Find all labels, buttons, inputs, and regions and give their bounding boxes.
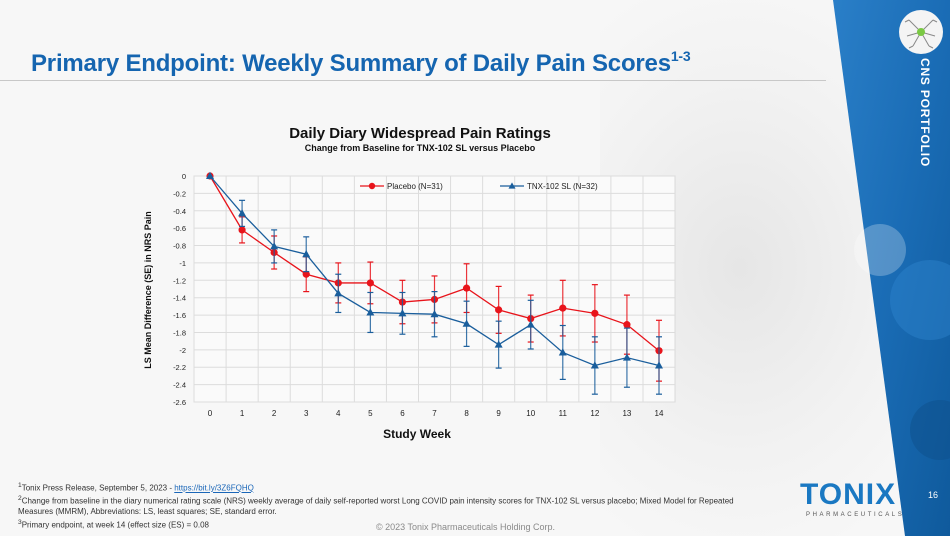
legend-label: Placebo (N=31)	[387, 182, 443, 191]
x-tick-label: 5	[368, 409, 373, 418]
legend: Placebo (N=31) TNX-102 SL (N=32)	[360, 182, 598, 191]
side-label: CNS PORTFOLIO	[918, 58, 932, 168]
x-tick-label: 7	[432, 409, 437, 418]
y-tick-label: -0.6	[173, 224, 186, 233]
footnote-1: 1Tonix Press Release, September 5, 2023 …	[18, 481, 758, 494]
data-point	[559, 304, 567, 312]
y-tick-label: -0.4	[173, 207, 186, 216]
title-superscript: 1-3	[670, 48, 691, 64]
data-point	[655, 361, 663, 369]
data-point	[495, 306, 503, 314]
data-point	[302, 270, 310, 278]
x-tick-label: 10	[526, 409, 535, 418]
y-axis-label: LS Mean Difference (SE) in NRS Pain	[143, 211, 153, 369]
y-tick-label: -1.8	[173, 328, 186, 337]
page-number: 16	[928, 490, 939, 500]
chart-title: Daily Diary Widespread Pain Ratings	[289, 125, 551, 142]
data-point	[526, 320, 535, 328]
y-tick-label: 0	[182, 172, 186, 181]
x-tick-label: 2	[272, 409, 277, 418]
neuron-icon	[904, 19, 938, 49]
footnote-text: Change from baseline in the diary numeri…	[18, 496, 734, 517]
legend-item: TNX-102 SL (N=32)	[500, 182, 598, 191]
y-tick-label: -2.6	[173, 398, 186, 407]
y-tick-labels: 0 -0.2 -0.4 -0.6 -0.8 -1 -1.2 -1.4 -1.6 -1.8 -2 -2.…	[173, 172, 186, 407]
data-point	[270, 242, 279, 250]
footnote-3: 3Primary endpoint, at week 14 (effect si…	[18, 518, 758, 531]
legend-item: Placebo (N=31)	[360, 182, 443, 191]
footnote-text: Primary endpoint, at week 14 (effect siz…	[21, 520, 209, 530]
press-release-link[interactable]: https://bit.ly/3Z6FQHQ	[174, 483, 254, 493]
legend-marker	[368, 182, 376, 190]
series-tnx-102-sl	[206, 171, 663, 395]
x-tick-label: 6	[400, 409, 405, 418]
footnotes: 1Tonix Press Release, September 5, 2023 …	[18, 481, 758, 531]
y-tick-label: -2	[179, 346, 186, 355]
data-point	[206, 171, 214, 179]
footnote-text: Tonix Press Release, September 5, 2023 -	[21, 483, 175, 493]
y-tick-label: -0.8	[173, 242, 186, 251]
legend-label: TNX-102 SL (N=32)	[527, 182, 598, 191]
title-text: Primary Endpoint: Weekly Summary of Dail…	[31, 50, 671, 77]
y-tick-label: -1.6	[173, 311, 186, 320]
data-point	[462, 284, 471, 292]
logo-tagline: PHARMACEUTICALS	[806, 512, 905, 518]
data-point	[591, 309, 599, 317]
data-point	[238, 209, 247, 217]
y-tick-label: -2.4	[173, 381, 186, 390]
footnote-2: 2Change from baseline in the diary numer…	[18, 494, 758, 518]
neuron-badge	[899, 10, 943, 54]
y-tick-label: -1.4	[173, 294, 186, 303]
data-point	[302, 250, 311, 258]
data-point	[238, 226, 246, 234]
data-point	[398, 309, 407, 317]
x-tick-label: 0	[208, 409, 213, 418]
x-tick-label: 11	[559, 409, 568, 418]
y-tick-label: -1.2	[173, 276, 186, 285]
x-tick-label: 12	[590, 409, 599, 418]
y-tick-label: -2.2	[173, 363, 186, 372]
copyright: © 2023 Tonix Pharmaceuticals Holding Cor…	[376, 522, 556, 532]
data-point	[430, 310, 439, 318]
x-tick-labels: 0 1 2 3 4 5 6 7 8 9 10 11 12 13 14	[208, 409, 664, 418]
x-tick-label: 13	[622, 409, 631, 418]
y-tick-label: -0.2	[173, 189, 186, 198]
tonix-logo: TONIX PHARMACEUTICALS	[800, 480, 920, 530]
data-point	[366, 308, 375, 316]
data-point	[494, 340, 503, 348]
data-point	[462, 319, 471, 327]
series-layer	[206, 171, 663, 395]
chart-subtitle: Change from Baseline for TNX-102 SL vers…	[304, 143, 536, 153]
data-point	[590, 361, 599, 369]
data-point	[334, 289, 343, 297]
x-tick-label: 4	[336, 409, 341, 418]
title-divider	[0, 80, 826, 81]
y-tick-label: -1	[179, 259, 186, 268]
logo-wordmark: TONIX	[800, 478, 897, 511]
data-point	[366, 279, 374, 287]
x-tick-label: 3	[304, 409, 309, 418]
x-tick-label: 1	[240, 409, 245, 418]
legend-marker	[508, 182, 516, 189]
footnote-mark: 2	[18, 495, 22, 503]
x-tick-label: 14	[655, 409, 664, 418]
x-tick-label: 9	[496, 409, 501, 418]
footnote-mark: 1	[18, 482, 22, 489]
x-tick-label: 8	[464, 409, 469, 418]
data-point	[558, 348, 567, 356]
x-axis-label: Study Week	[383, 427, 451, 441]
data-point	[623, 321, 631, 329]
data-point	[622, 353, 631, 361]
page-title: Primary Endpoint: Weekly Summary of Dail…	[31, 48, 691, 78]
footnote-mark: 3	[18, 518, 22, 526]
